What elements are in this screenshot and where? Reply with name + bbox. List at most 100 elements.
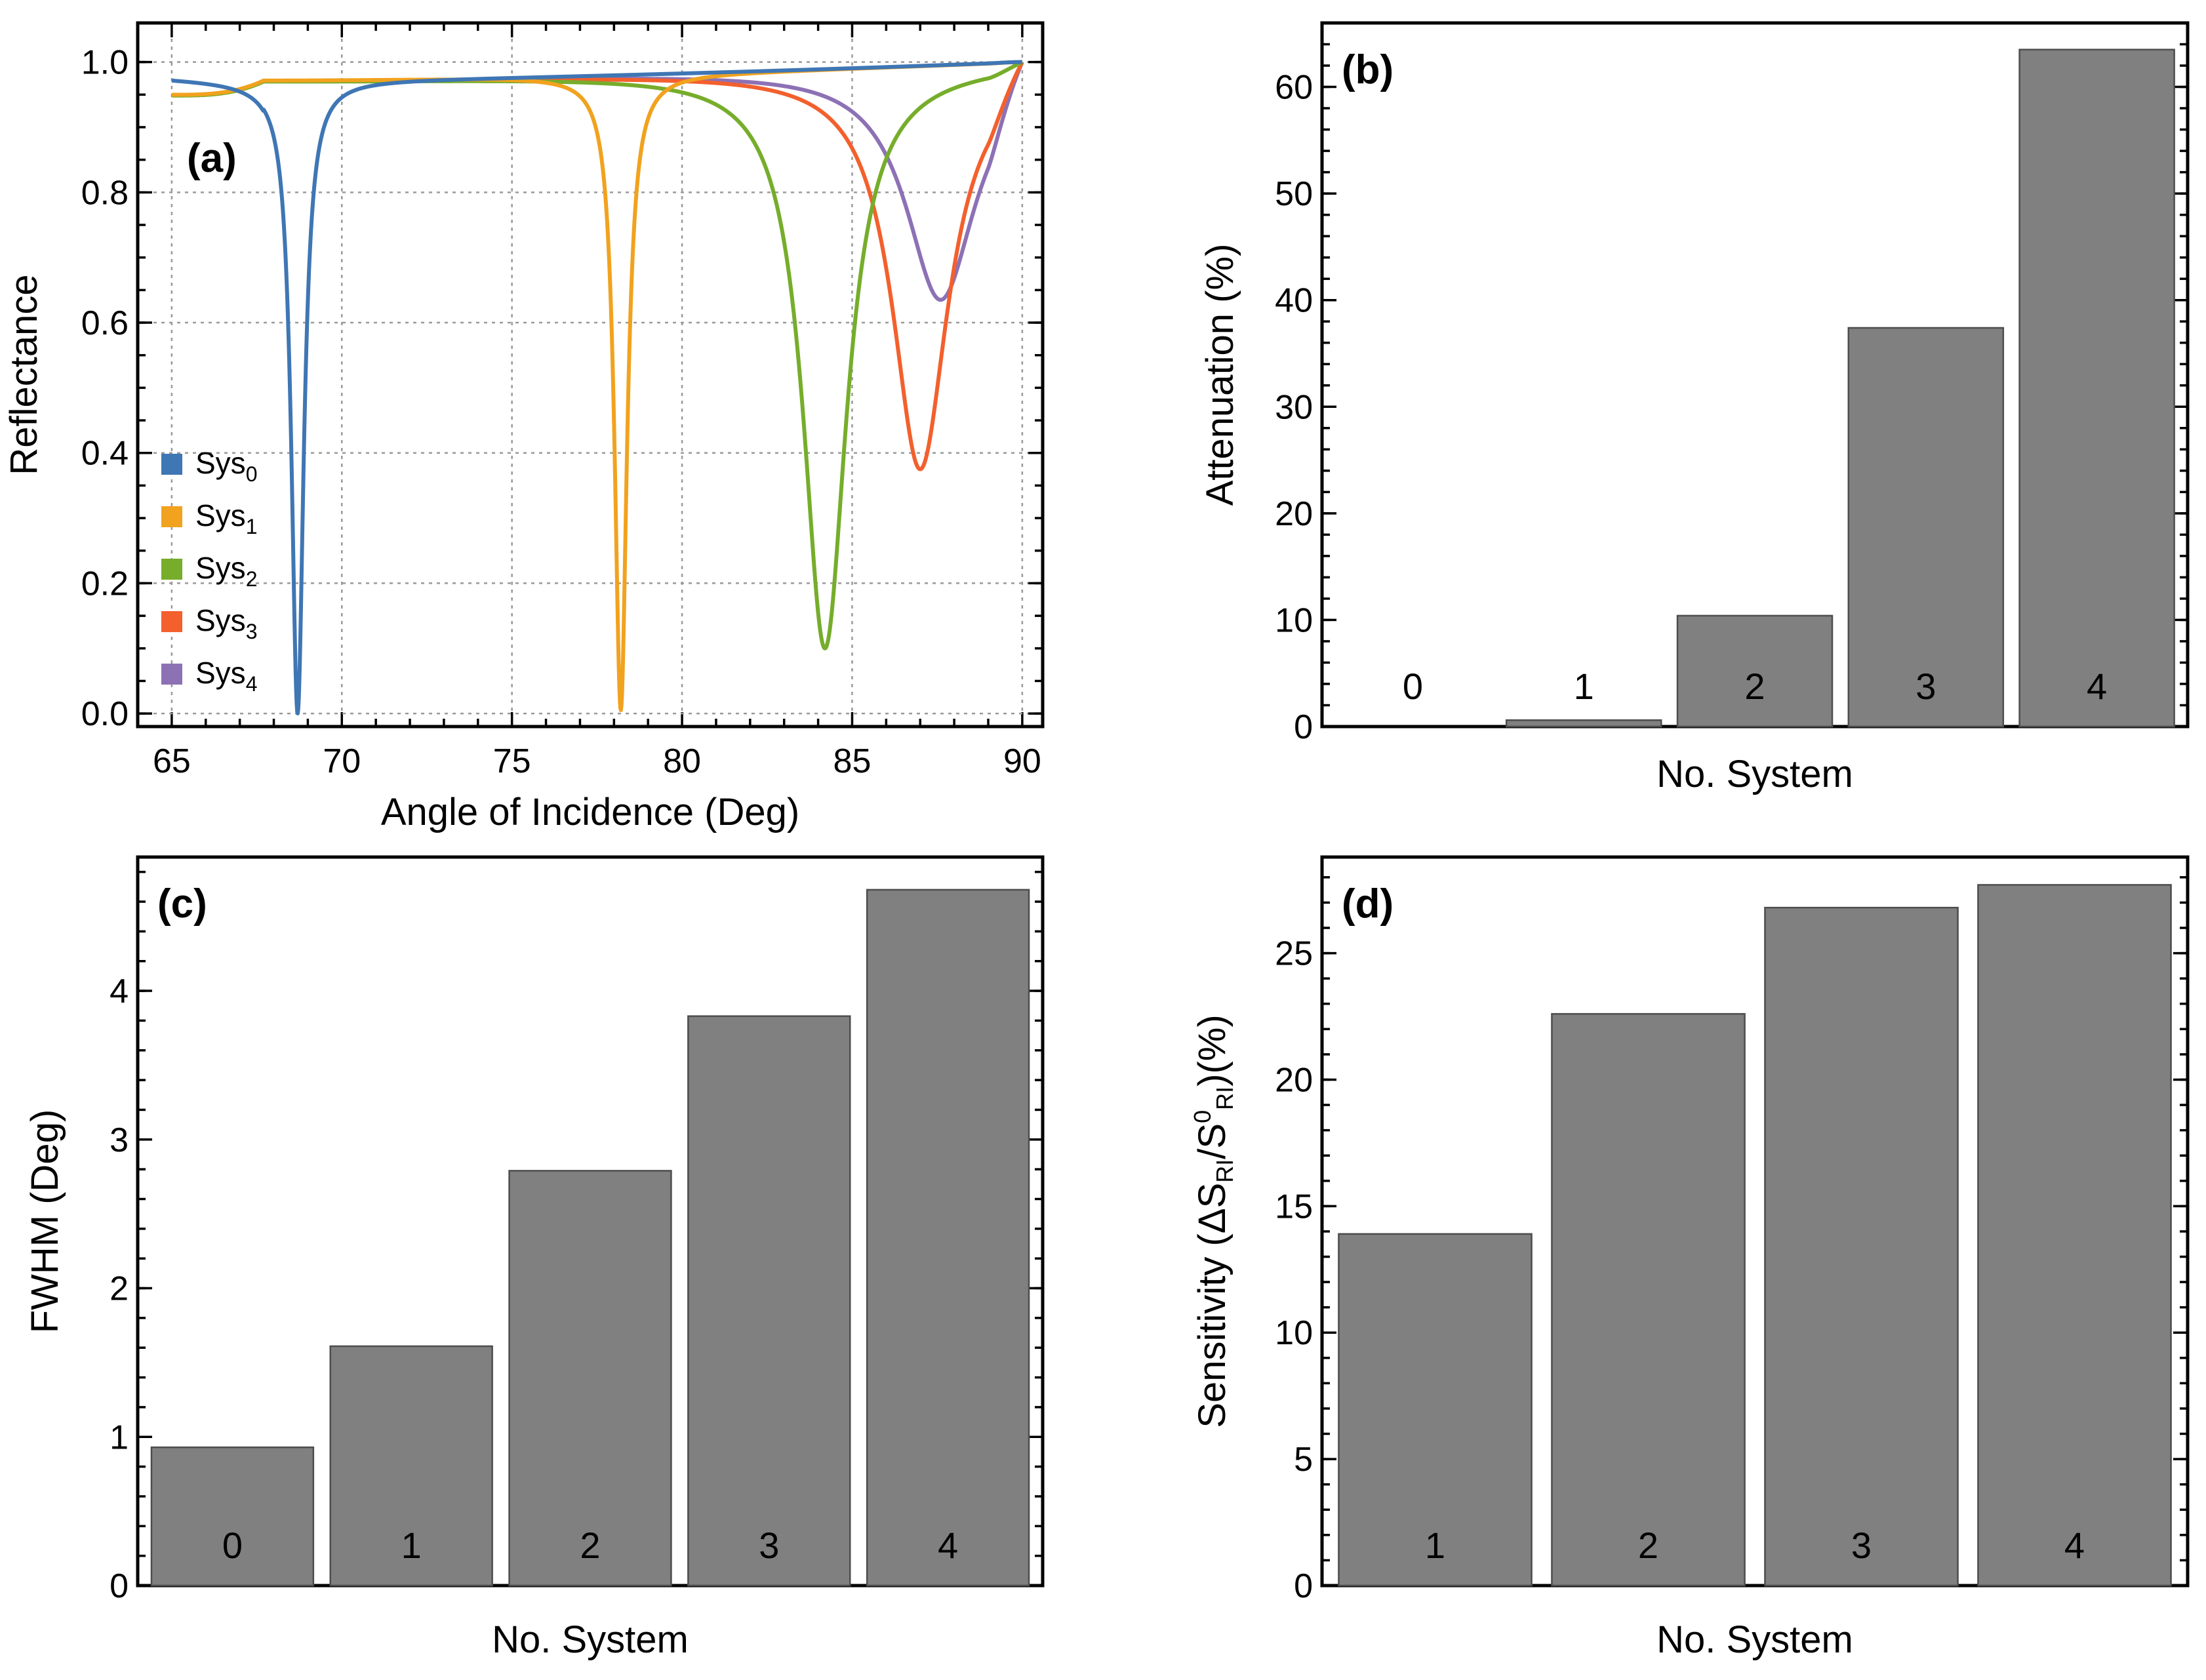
- y-tick-label: 25: [1275, 935, 1313, 973]
- y-tick-label: 20: [1275, 495, 1313, 533]
- bar: [2018, 49, 2175, 728]
- y-tick-label: 0.2: [81, 565, 129, 603]
- legend-label-sys2: Sys2: [195, 551, 257, 591]
- bar-label: 2: [1744, 666, 1765, 707]
- bar: [1505, 719, 1662, 728]
- legend-label-sys0: Sys0: [195, 446, 257, 486]
- legend-swatch-sys3: [161, 611, 182, 632]
- panel-label: (a): [187, 136, 237, 181]
- label-part: No. System: [1656, 753, 1853, 795]
- legend-label-sys3: Sys3: [195, 603, 257, 643]
- panel-label: (d): [1342, 881, 1394, 927]
- bar-label: 0: [222, 1525, 243, 1566]
- bar-label: 0: [1403, 666, 1423, 707]
- y-tick-label: 10: [1275, 1314, 1313, 1352]
- panel-a-reflectance-chart: 65 70 75 80 85 900.00.20.40.60.81.0Sys0Sys1Sy…: [3, 21, 1045, 833]
- legend-subscript: 2: [246, 567, 258, 591]
- legend-label-sys4: Sys4: [195, 656, 257, 696]
- label-part: RI: [1211, 1087, 1238, 1110]
- y-tick-label: 30: [1275, 388, 1313, 426]
- y-tick-label: 0: [110, 1567, 129, 1605]
- y-tick-label: 1.0: [81, 44, 129, 82]
- legend-subscript: 4: [246, 672, 258, 696]
- y-tick-label: 0.4: [81, 435, 129, 473]
- bar-label: 4: [2064, 1525, 2085, 1566]
- y-tick-label: 20: [1275, 1061, 1313, 1099]
- label-part: /S: [1191, 1123, 1233, 1159]
- x-axis-title: No. System: [1656, 753, 1853, 795]
- bar: [1847, 327, 2005, 728]
- series-line-sys4: [170, 61, 1024, 302]
- y-tick-label: 0.0: [81, 695, 129, 733]
- x-axis-title: No. System: [492, 1618, 689, 1661]
- legend-swatch-sys2: [161, 559, 182, 580]
- bar: [329, 1345, 493, 1587]
- series-line-sys3: [170, 61, 1024, 471]
- y-axis-title: FWHM (Deg): [24, 1110, 66, 1334]
- y-tick-label: 10: [1275, 601, 1313, 639]
- bar-label: 3: [1851, 1525, 1872, 1566]
- legend-swatch-sys4: [161, 664, 182, 685]
- y-tick-label: 50: [1275, 175, 1313, 213]
- panel-c-fwhm-chart: 0 1 2 3 4 FWHM (Deg) No. System (c) 0 1 2 3 4: [24, 855, 1045, 1661]
- bar-label: 3: [759, 1525, 779, 1566]
- y-tick-label: 3: [110, 1121, 129, 1159]
- bar-label: 4: [938, 1525, 958, 1566]
- bar: [150, 1446, 315, 1587]
- legend-subscript: 0: [246, 462, 258, 486]
- bar-label: 2: [1638, 1525, 1658, 1566]
- y-tick-label: 0: [1294, 708, 1313, 746]
- y-tick-label: 0: [1294, 1567, 1313, 1605]
- y-tick-label: 0.6: [81, 304, 129, 342]
- bar-label: 2: [580, 1525, 600, 1566]
- legend-subscript: 1: [246, 515, 258, 538]
- legend-swatch-sys0: [161, 454, 182, 475]
- label-part: 0: [1189, 1110, 1216, 1123]
- y-tick-label: 4: [110, 972, 129, 1010]
- bar: [508, 1170, 672, 1587]
- x-axis-title: Angle of Incidence (Deg): [381, 791, 799, 833]
- plot-frame: [136, 21, 1045, 729]
- series-line-sys2: [170, 60, 1024, 650]
- y-tick-label: 1: [110, 1418, 129, 1456]
- x-tick-label: 90: [1003, 742, 1041, 780]
- legend-name: Sys: [195, 446, 246, 480]
- label-part: Attenuation (%): [1199, 244, 1241, 506]
- y-tick-label: 5: [1294, 1441, 1313, 1479]
- bar-label: 1: [401, 1525, 422, 1566]
- y-axis-title: Attenuation (%): [1199, 244, 1241, 506]
- x-tick-label: 70: [323, 742, 361, 780]
- label-part: RI: [1211, 1159, 1238, 1183]
- y-tick-label: 2: [110, 1270, 129, 1308]
- bar-label: 1: [1574, 666, 1594, 707]
- bar: [1338, 1233, 1533, 1587]
- legend-swatch-sys1: [161, 506, 182, 527]
- legend-subscript: 3: [246, 620, 258, 643]
- legend-name: Sys: [195, 498, 246, 532]
- series-line-sys0: [170, 60, 1024, 715]
- label-part: )(%): [1191, 1014, 1233, 1087]
- bar: [1977, 884, 2172, 1587]
- bar-label: 4: [2087, 666, 2107, 707]
- legend-label-sys1: Sys1: [195, 498, 257, 538]
- x-axis-title: No. System: [1656, 1618, 1853, 1661]
- bar: [1551, 1012, 1746, 1587]
- x-tick-label: 80: [663, 742, 701, 780]
- y-tick-label: 0.8: [81, 174, 129, 212]
- y-tick-label: 40: [1275, 282, 1313, 320]
- label-part: No. System: [1656, 1618, 1853, 1661]
- x-tick-label: 65: [153, 742, 191, 780]
- bar: [1764, 906, 1959, 1587]
- legend-name: Sys: [195, 551, 246, 585]
- legend-name: Sys: [195, 656, 246, 690]
- bar-label: 3: [1915, 666, 1936, 707]
- bar: [1676, 614, 1834, 728]
- plot-frame: [1320, 855, 2190, 1588]
- x-tick-label: 75: [493, 742, 531, 780]
- y-tick-label: 60: [1275, 69, 1313, 107]
- label-part: No. System: [492, 1618, 689, 1661]
- x-tick-label: 85: [833, 742, 872, 780]
